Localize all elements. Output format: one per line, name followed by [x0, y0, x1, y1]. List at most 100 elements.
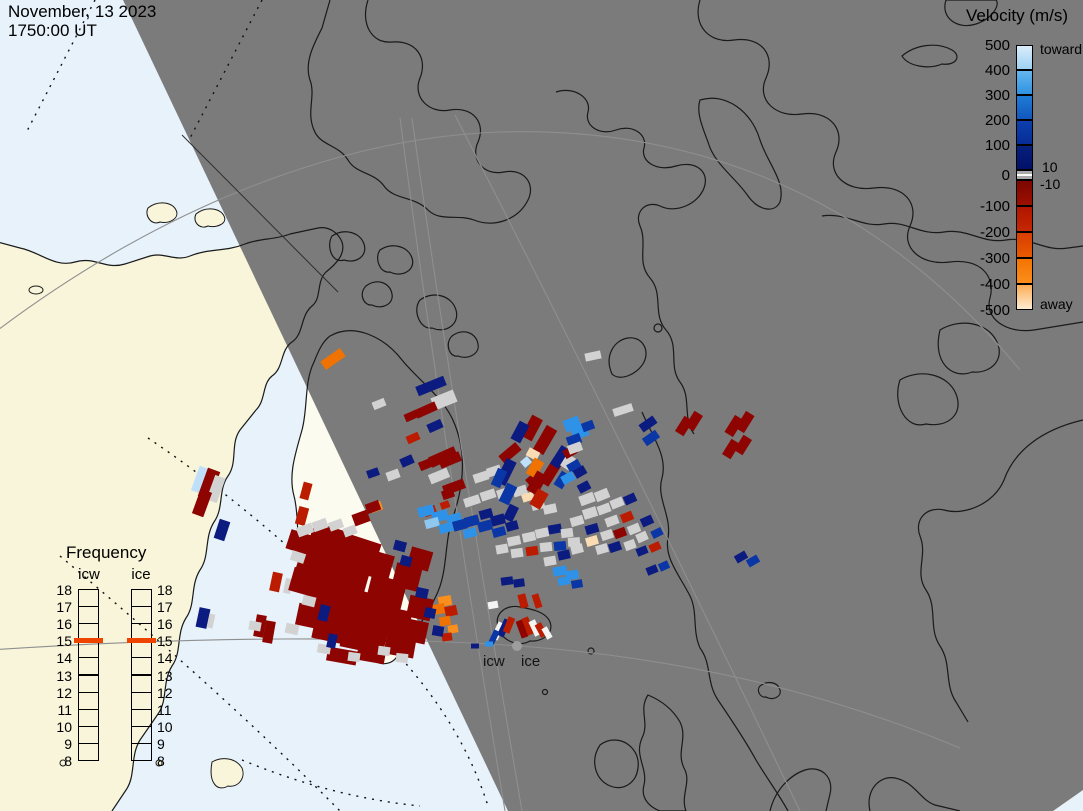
velocity-cell: [560, 470, 576, 486]
frequency-cell: [131, 657, 152, 676]
frequency-scale-label-left: 13: [56, 667, 72, 684]
velocity-cell: [191, 488, 213, 518]
frequency-scale-label-right: 15: [157, 633, 173, 650]
colorbar-segment: [1016, 180, 1033, 206]
velocity-cell: [476, 519, 494, 533]
velocity-cell: [506, 535, 522, 547]
velocity-cell: [541, 626, 553, 640]
velocity-cell: [426, 418, 444, 434]
velocity-cell: [415, 586, 429, 600]
frequency-cell: [78, 674, 99, 693]
frequency-scale-label-left: 18: [56, 582, 72, 598]
velocity-cell: [439, 500, 451, 510]
colorbar-segment: [1016, 232, 1033, 258]
frequency-scale-label-left: 16: [56, 616, 72, 633]
frequency-cell: [131, 589, 152, 608]
velocity-cell: [398, 617, 430, 645]
velocity-cell: [638, 415, 658, 433]
colorbar-segment: [1016, 45, 1033, 70]
timestamp-block: November, 13 2023 1750:00 UT: [8, 2, 156, 40]
toward-label: toward: [1040, 41, 1083, 57]
frequency-scale-label-left: 14: [56, 650, 72, 667]
velocity-cell: [371, 397, 387, 411]
frequency-cell: [78, 742, 99, 761]
velocity-cell: [444, 604, 458, 618]
frequency-scale-label-left: 10: [56, 718, 72, 735]
colorbar-tick-label: -400: [979, 276, 1010, 293]
velocity-cell: [543, 555, 557, 567]
velocity-cell: [542, 503, 558, 515]
frequency-scale-label-left: 9: [64, 735, 72, 752]
velocity-cell: [399, 554, 413, 568]
velocity-cell: [531, 593, 543, 609]
frequency-scale-label-right: 9: [157, 735, 165, 752]
frequency-active-marker: [74, 638, 103, 644]
velocity-cell: [519, 456, 533, 468]
velocity-cell: [505, 520, 519, 532]
velocity-cell: [423, 606, 437, 620]
away-label: away: [1040, 296, 1073, 312]
velocity-cell: [525, 545, 539, 557]
island: [194, 208, 226, 228]
velocity-cell: [320, 348, 346, 370]
date-text: November, 13 2023: [8, 2, 157, 21]
frequency-cell: [78, 589, 99, 608]
velocity-cell: [517, 593, 529, 609]
velocity-cell: [584, 350, 602, 362]
velocity-cell: [612, 403, 634, 417]
velocity-cell: [294, 506, 310, 526]
velocity-cell: [195, 607, 211, 629]
frequency-scale-label-right: 11: [157, 701, 172, 718]
velocity-cell: [521, 414, 543, 442]
radar-site-marker: [512, 641, 522, 651]
frequency-cell: [131, 742, 152, 761]
velocity-cell: [553, 540, 567, 552]
velocity-cell: [463, 494, 481, 508]
velocity-cell: [650, 526, 664, 540]
frequency-cell: [78, 657, 99, 676]
frequency-cell: [78, 725, 99, 744]
velocity-cell: [430, 389, 458, 411]
landmass-canada: [0, 227, 343, 811]
velocity-cell: [269, 571, 283, 593]
velocity-legend-title: Velocity (m/s): [966, 6, 1069, 25]
velocity-cell: [311, 517, 329, 533]
frequency-scale-label-left: 8: [64, 753, 72, 769]
frequency-scale-label-right: 18: [157, 582, 173, 598]
velocity-cell: [190, 465, 212, 495]
velocity-cell: [471, 643, 479, 649]
velocity-cell: [529, 488, 549, 510]
pos-threshold-label: 10: [1042, 159, 1058, 175]
colorbar-tick-label: 0: [1001, 167, 1010, 184]
velocity-cell: [502, 503, 520, 523]
velocity-cell: [578, 491, 596, 507]
velocity-cell: [584, 522, 600, 536]
velocity-cell: [557, 576, 571, 586]
velocity-cell: [301, 594, 317, 608]
velocity-cell: [294, 602, 324, 630]
velocity-cell: [566, 458, 582, 474]
island: [146, 202, 178, 224]
velocity-cell: [521, 491, 535, 503]
frequency-cell: [131, 606, 152, 625]
frequency-scale-label-right: 17: [157, 599, 173, 616]
velocity-cell: [557, 549, 571, 561]
velocity-cell: [521, 616, 535, 636]
velocity-cell: [451, 518, 469, 532]
velocity-cell: [462, 526, 478, 540]
frequency-cell: [131, 725, 152, 744]
velocity-cell: [489, 513, 507, 527]
velocity-cell: [406, 546, 434, 572]
velocity-cell: [622, 492, 638, 506]
islet: [155, 759, 163, 767]
velocity-cell: [416, 504, 436, 518]
velocity-cell: [581, 506, 599, 520]
velocity-cell: [500, 576, 514, 586]
colorbar-segment: [1016, 284, 1033, 310]
velocity-cell: [285, 529, 313, 555]
colorbar-segment: [1016, 258, 1033, 284]
colorbar-tick-label: -300: [979, 250, 1010, 267]
colorbar-segment: [1016, 145, 1033, 170]
